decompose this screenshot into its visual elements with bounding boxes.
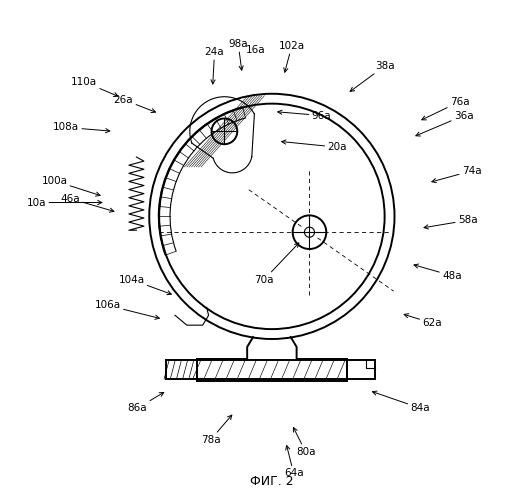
Text: 48a: 48a bbox=[414, 264, 462, 280]
Bar bbox=[347, 360, 375, 379]
Text: 46a: 46a bbox=[60, 194, 114, 212]
Text: 98a: 98a bbox=[228, 40, 248, 70]
Text: 74a: 74a bbox=[432, 166, 482, 182]
Text: 16a: 16a bbox=[246, 45, 266, 55]
Text: 104a: 104a bbox=[118, 274, 171, 294]
Bar bbox=[166, 360, 196, 379]
Text: 70a: 70a bbox=[254, 243, 299, 284]
Text: 108a: 108a bbox=[53, 122, 110, 132]
Text: 76a: 76a bbox=[422, 96, 470, 120]
Text: 38a: 38a bbox=[350, 61, 395, 92]
Text: 106a: 106a bbox=[95, 300, 159, 320]
Text: 96a: 96a bbox=[278, 110, 331, 120]
Text: ФИГ. 2: ФИГ. 2 bbox=[250, 475, 293, 488]
Text: 86a: 86a bbox=[127, 392, 164, 413]
Text: 100a: 100a bbox=[41, 176, 100, 196]
Text: 78a: 78a bbox=[201, 415, 232, 445]
Text: 26a: 26a bbox=[114, 94, 156, 112]
Text: 110a: 110a bbox=[71, 77, 118, 96]
Text: 80a: 80a bbox=[293, 428, 315, 456]
Bar bbox=[196, 360, 347, 379]
Text: 62a: 62a bbox=[404, 314, 442, 328]
Text: 36a: 36a bbox=[416, 110, 474, 136]
Text: 58a: 58a bbox=[424, 216, 477, 229]
Text: 10a: 10a bbox=[27, 198, 102, 207]
Text: 84a: 84a bbox=[373, 391, 430, 413]
Text: 64a: 64a bbox=[284, 446, 303, 478]
Text: 20a: 20a bbox=[282, 140, 347, 152]
Text: 102a: 102a bbox=[279, 42, 305, 72]
Text: 24a: 24a bbox=[205, 47, 224, 84]
